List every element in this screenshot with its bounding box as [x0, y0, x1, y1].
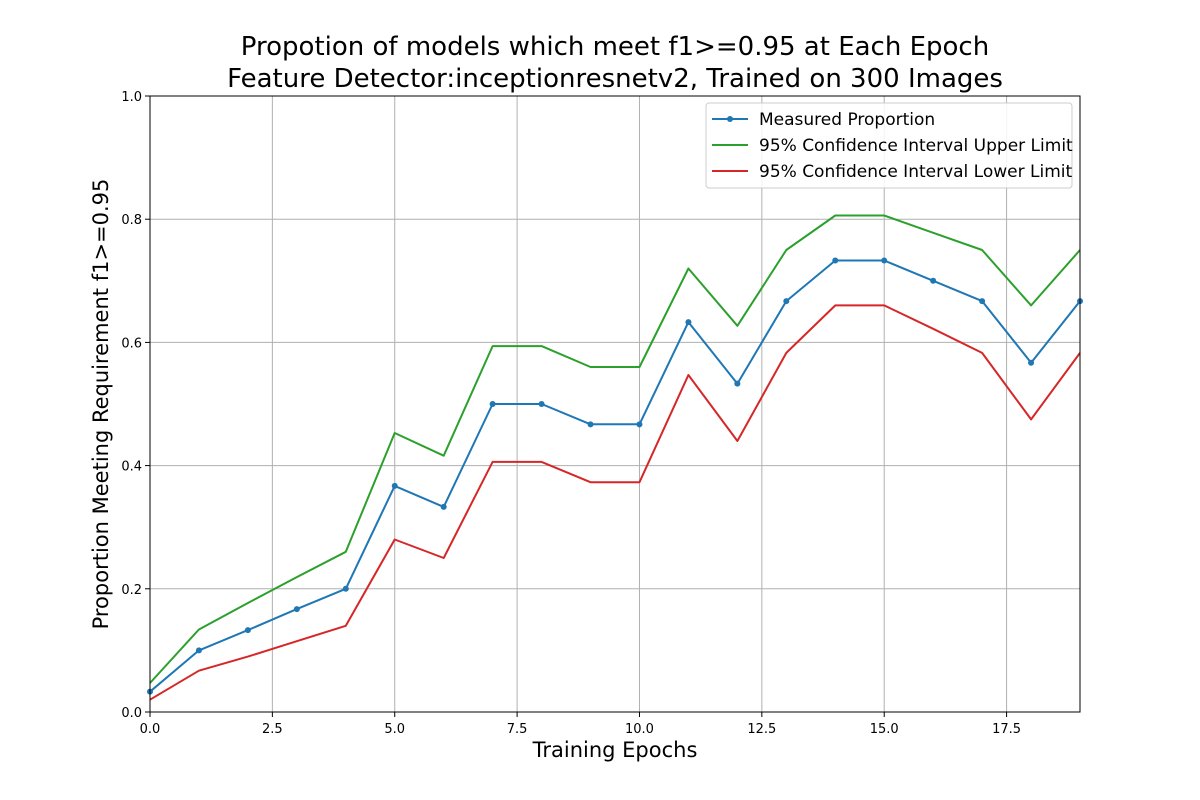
data-point — [881, 257, 888, 264]
axis-ticks: 0.0 2.5 5.0 7.5 10.0 12.5 15.0 17.5 0.0 0.2 0.4 0.6… — [121, 90, 1021, 737]
data-point — [538, 401, 545, 407]
legend: Measured Proportion 95% Confidence Interv… — [705, 102, 1073, 189]
chart-title: Propotion of models which meet f1>=0.95 … — [241, 32, 989, 62]
legend-box — [705, 102, 1073, 189]
data-point — [930, 277, 937, 284]
legend-label: 95% Confidence Interval Lower Limit — [759, 162, 1072, 182]
data-point — [440, 503, 447, 510]
legend-label: 95% Confidence Interval Upper Limit — [759, 136, 1073, 156]
data-point — [832, 257, 839, 264]
data-point — [244, 627, 251, 634]
chart-subtitle: Feature Detector:inceptionresnetv2, Trai… — [227, 64, 1003, 94]
x-tick-label: 10.0 — [625, 722, 654, 737]
x-tick-label: 17.5 — [992, 722, 1021, 737]
series-line-1 — [149, 214, 1081, 684]
x-tick-label: 0.0 — [140, 722, 161, 737]
y-tick-label: 0.4 — [121, 460, 142, 475]
data-point — [342, 585, 349, 592]
x-tick-label: 12.5 — [747, 722, 776, 737]
data-point — [391, 482, 398, 489]
data-point — [979, 298, 986, 305]
data-point — [1028, 359, 1035, 366]
axes-frame — [149, 95, 1081, 713]
data-point — [587, 421, 594, 428]
data-point — [734, 380, 741, 387]
x-tick-label: 5.0 — [384, 722, 405, 737]
y-axis-label: Proportion Meeting Requirement f1>=0.95 — [89, 179, 113, 630]
legend-marker — [727, 116, 733, 122]
data-point — [195, 647, 202, 654]
y-tick-label: 0.0 — [121, 706, 142, 721]
y-tick-label: 0.6 — [121, 336, 142, 351]
plot-lines — [147, 214, 1083, 701]
y-tick-label: 0.2 — [121, 583, 142, 598]
x-tick-label: 2.5 — [262, 722, 283, 737]
data-point — [783, 298, 790, 305]
x-axis-label: Training Epochs — [532, 738, 698, 762]
data-point — [685, 319, 692, 326]
y-tick-label: 0.8 — [121, 213, 142, 228]
x-tick-label: 15.0 — [870, 722, 899, 737]
legend-label: Measured Proportion — [759, 110, 935, 130]
data-point — [636, 421, 643, 428]
data-point — [489, 401, 496, 407]
y-tick-label: 1.0 — [121, 90, 142, 105]
series-line-0 — [149, 259, 1081, 693]
data-point — [293, 606, 300, 613]
x-tick-label: 7.5 — [507, 722, 528, 737]
series-line-2 — [149, 304, 1081, 701]
